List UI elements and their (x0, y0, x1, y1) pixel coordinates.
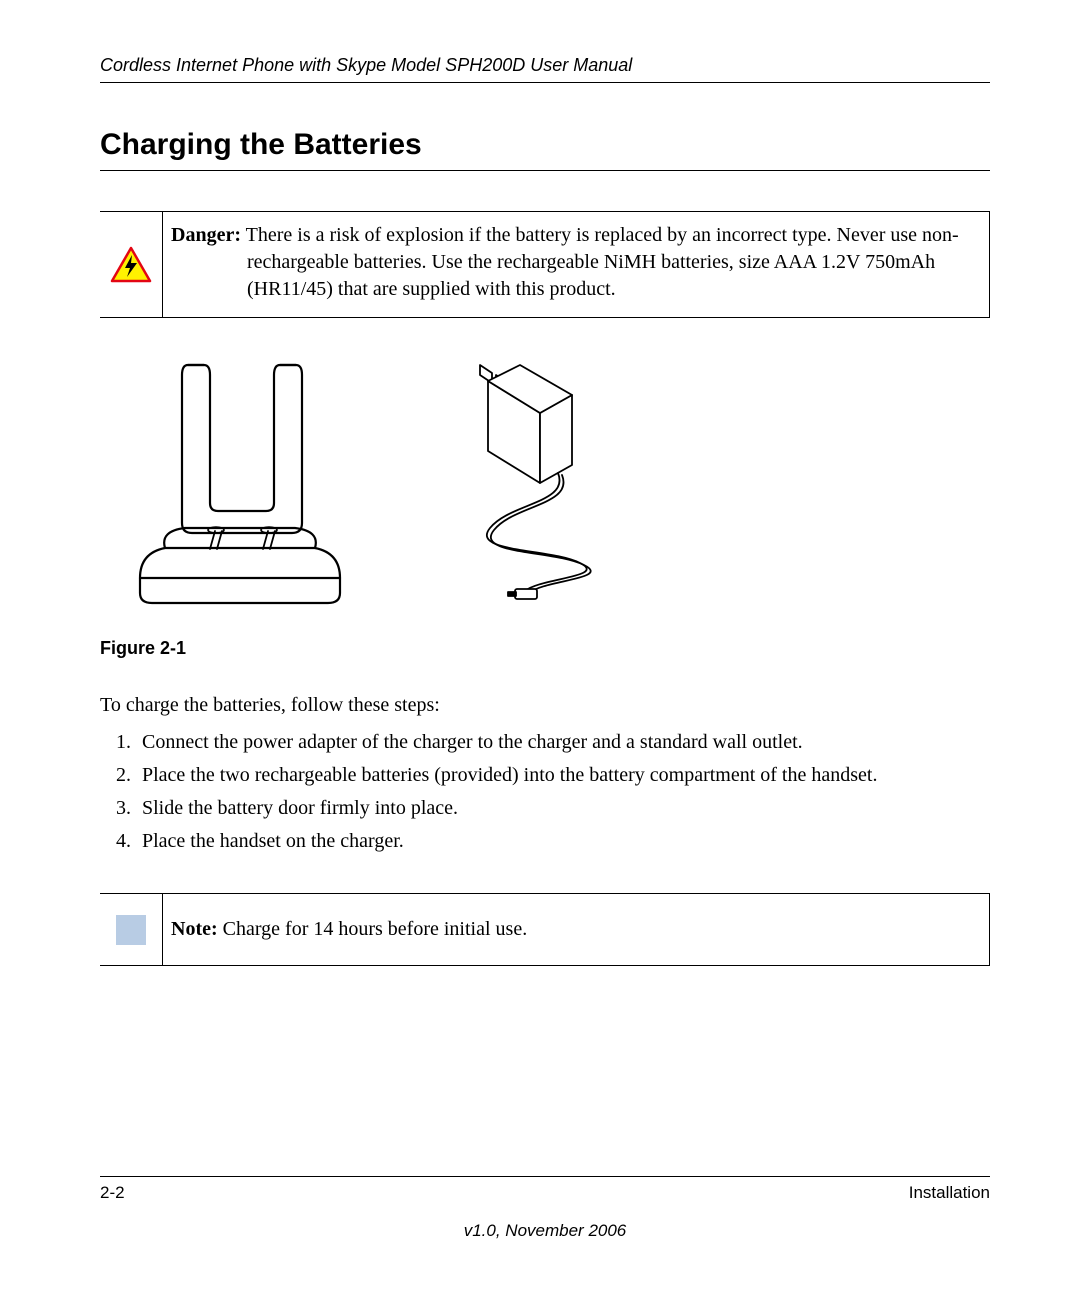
note-icon (116, 915, 146, 945)
danger-callout: Danger: There is a risk of explosion if … (100, 211, 990, 318)
page-footer: 2-2 Installation v1.0, November 2006 (100, 1176, 990, 1241)
steps-list: Connect the power adapter of the charger… (100, 731, 990, 853)
note-icon-cell (100, 894, 163, 965)
charger-cradle-illustration (110, 353, 370, 613)
note-label: Note: (171, 918, 218, 940)
power-adapter-illustration (430, 353, 650, 613)
danger-text: Danger: There is a risk of explosion if … (163, 212, 990, 317)
note-body: Charge for 14 hours before initial use. (223, 918, 528, 940)
step-item: Slide the battery door firmly into place… (136, 797, 990, 820)
danger-icon-cell (100, 212, 163, 317)
step-item: Connect the power adapter of the charger… (136, 731, 990, 754)
note-text: Note: Charge for 14 hours before initial… (163, 894, 990, 965)
step-item: Place the handset on the charger. (136, 830, 990, 853)
running-header: Cordless Internet Phone with Skype Model… (100, 55, 990, 83)
step-item: Place the two rechargeable batteries (pr… (136, 764, 990, 787)
danger-body: There is a risk of explosion if the batt… (246, 224, 959, 300)
footer-page-number: 2-2 (100, 1183, 125, 1203)
footer-version: v1.0, November 2006 (100, 1221, 990, 1241)
figure-caption: Figure 2-1 (100, 638, 990, 659)
danger-label: Danger: (171, 224, 241, 246)
section-title: Charging the Batteries (100, 128, 990, 171)
note-callout: Note: Charge for 14 hours before initial… (100, 893, 990, 966)
footer-section: Installation (909, 1183, 990, 1203)
intro-text: To charge the batteries, follow these st… (100, 694, 990, 717)
danger-icon (110, 246, 152, 284)
figure-area (100, 353, 990, 613)
